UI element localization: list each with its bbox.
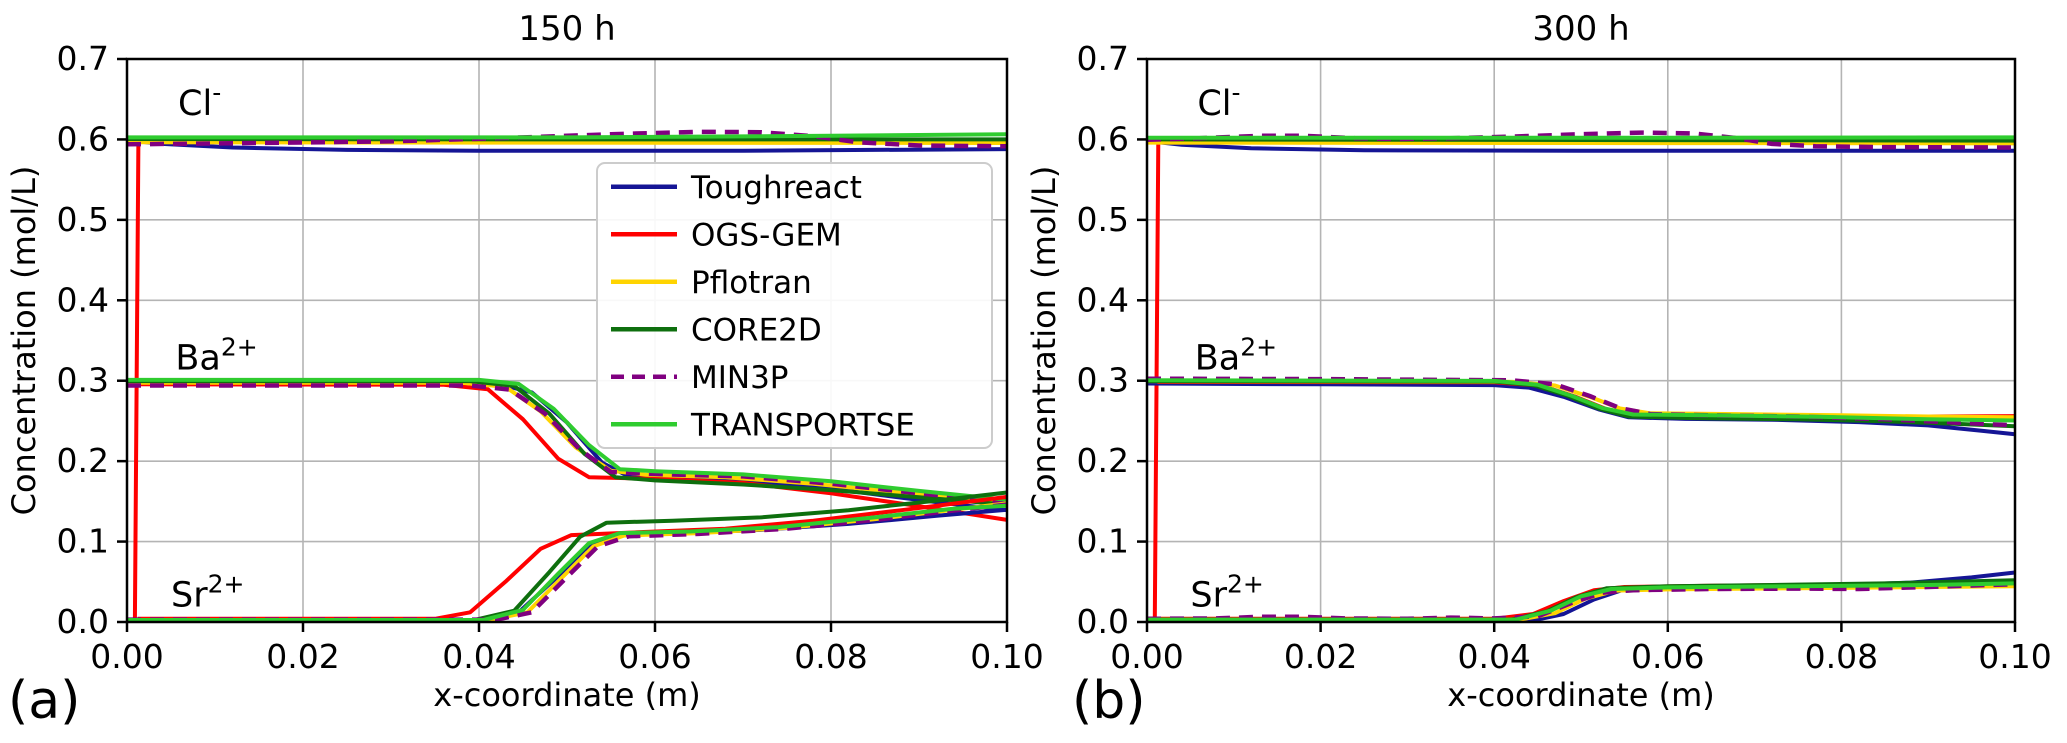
- y-tick-label: 0.2: [57, 441, 109, 480]
- series-line-MIN3P-Ba2+: [127, 383, 1008, 505]
- ticks: 0.00 0.02 0.04 0.06 0.08 0.10 0.0 0.1 0.2 0.3 0.4 0…: [57, 39, 1044, 676]
- x-tick-label: 0.08: [794, 637, 867, 676]
- panel-a: 0.00 0.02 0.04 0.06 0.08 0.10 0.0 0.1 0.2 0.3 0.4 0…: [5, 9, 1044, 731]
- legend-label-Toughreact: Toughreact: [690, 170, 862, 206]
- x-tick-label: 0.06: [1631, 637, 1704, 676]
- series-group-Ba2+: [127, 377, 1008, 522]
- x-tick-label: 0.10: [970, 637, 1043, 676]
- axes-spines: [125, 57, 1009, 624]
- x-axis-label: x-coordinate (m): [433, 676, 700, 714]
- series-group-Sr2+: [127, 490, 1008, 623]
- x-tick-label: 0.04: [1457, 637, 1530, 676]
- x-tick-label: 0.00: [1110, 637, 1183, 676]
- ticks: 0.00 0.02 0.04 0.06 0.08 0.10 0.0 0.1 0.2 0.3 0.4 0…: [1077, 39, 2052, 676]
- series-group-Cl-: [1146, 130, 2016, 620]
- series-line-MIN3P-Sr2+: [1146, 581, 2016, 622]
- panel-b: 0.00 0.02 0.04 0.06 0.08 0.10 0.0 0.1 0.2 0.3 0.4 0…: [1025, 9, 2052, 731]
- x-tick-label: 0.08: [1805, 637, 1878, 676]
- x-tick-label: 0.10: [1978, 637, 2051, 676]
- panel-title: 150 h: [518, 9, 615, 49]
- series-group-Ba2+: [1146, 376, 2016, 437]
- series-group-Cl-: [126, 129, 1008, 620]
- series-line-TRANSPORTSE-Sr2+: [127, 503, 1008, 622]
- legend-label-OGS-GEM: OGS-GEM: [691, 217, 842, 253]
- y-axis-label: Concentration (mol/L): [5, 166, 43, 516]
- annotation-Cl: Cl-: [1197, 78, 1240, 124]
- annotation-Cl: Cl-: [178, 78, 221, 124]
- y-tick-label: 0.0: [57, 602, 109, 641]
- series-line-CORE2D-Ba2+: [127, 379, 1008, 507]
- x-tick-label: 0.06: [618, 637, 691, 676]
- legend-label-MIN3P: MIN3P: [691, 360, 789, 396]
- annotation-Sr: Sr2+: [171, 570, 244, 616]
- y-axis-label: Concentration (mol/L): [1025, 166, 1063, 516]
- x-tick-label: 0.02: [1284, 637, 1357, 676]
- y-tick-label: 0.5: [1077, 200, 1129, 239]
- y-tick-label: 0.7: [57, 39, 109, 78]
- legend-label-CORE2D: CORE2D: [691, 312, 822, 348]
- series-group-Sr2+: [1146, 570, 2016, 623]
- y-tick-label: 0.4: [1077, 280, 1129, 319]
- y-tick-label: 0.5: [57, 200, 109, 239]
- x-tick-label: 0.02: [266, 637, 339, 676]
- x-axis-label: x-coordinate (m): [1447, 676, 1714, 714]
- annotation-Ba: Ba2+: [1195, 332, 1277, 378]
- y-tick-label: 0.2: [1077, 441, 1129, 480]
- y-tick-label: 0.7: [1077, 39, 1129, 78]
- y-tick-label: 0.4: [57, 280, 109, 319]
- y-tick-label: 0.1: [1077, 522, 1129, 561]
- panel-title: 300 h: [1532, 9, 1629, 49]
- series-line-MIN3P-Sr2+: [127, 502, 1008, 622]
- series-line-TRANSPORTSE-Ba2+: [1146, 378, 2016, 423]
- series-line-OGS-GEM-Sr2+: [137, 494, 1008, 621]
- y-tick-label: 0.3: [57, 361, 109, 400]
- panel-letter: (a): [8, 671, 80, 731]
- legend-box: [596, 162, 993, 449]
- y-tick-label: 0.3: [1077, 361, 1129, 400]
- y-tick-label: 0.6: [1077, 119, 1129, 158]
- annotation-Sr: Sr2+: [1190, 570, 1263, 616]
- axes-spines: [1145, 57, 2017, 624]
- legend-label-TRANSPORTSE: TRANSPORTSE: [690, 407, 915, 443]
- series-line-Pflotran-Cl-: [1146, 140, 2016, 146]
- series-line-TRANSPORTSE-Ba2+: [127, 377, 1008, 502]
- series-line-TRANSPORTSE-Cl-: [127, 132, 1008, 140]
- x-tick-label: 0.00: [90, 637, 163, 676]
- panel-letter: (b): [1072, 671, 1146, 731]
- series-line-MIN3P-Cl-: [1146, 130, 2016, 150]
- y-tick-label: 0.6: [57, 119, 109, 158]
- series-line-MIN3P-Cl-: [126, 129, 1008, 149]
- y-tick-label: 0.0: [1077, 602, 1129, 641]
- x-tick-label: 0.04: [442, 637, 515, 676]
- legend: Toughreact OGS-GEM Pflotran CORE2D MIN3P TRAN…: [596, 162, 993, 449]
- annotation-Ba: Ba2+: [175, 332, 257, 378]
- series-line-TRANSPORTSE-Sr2+: [1147, 581, 2016, 622]
- legend-label-Pflotran: Pflotran: [691, 265, 812, 301]
- y-tick-label: 0.1: [57, 522, 109, 561]
